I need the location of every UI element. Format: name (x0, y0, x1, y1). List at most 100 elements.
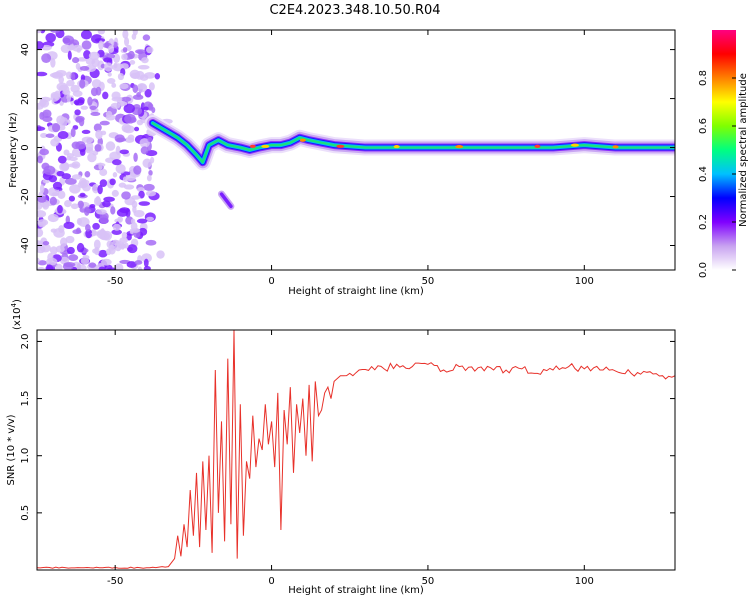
noise-blob (115, 137, 127, 142)
noise-blob (60, 237, 68, 247)
y-tick-label: 40 (20, 43, 31, 56)
noise-blob (126, 233, 132, 241)
noise-blob (56, 115, 65, 125)
noise-blob (112, 223, 121, 231)
noise-blob (47, 253, 54, 263)
noise-blob (45, 264, 54, 270)
noise-blob (41, 53, 52, 64)
noise-blob (98, 40, 104, 51)
snr-frame (36, 329, 676, 571)
noise-blob (138, 201, 151, 206)
noise-blob (151, 107, 156, 114)
noise-blob (88, 262, 97, 268)
noise-blob (142, 158, 152, 168)
noise-blob (119, 237, 128, 244)
noise-blob (137, 266, 143, 270)
noise-blob (123, 125, 135, 134)
noise-blob (137, 83, 147, 90)
x-tick-label: -50 (107, 276, 123, 287)
noise-blob (139, 138, 150, 148)
noise-blob (105, 110, 113, 118)
heatmap-y-axis-label: Frequency (Hz) (8, 112, 19, 188)
noise-blob (131, 33, 137, 40)
noise-blob (39, 112, 45, 120)
noise-blob (100, 228, 105, 237)
snr-x-axis-label: Height of straight line (km) (288, 585, 424, 596)
noise-blob (93, 123, 102, 132)
noise-blob (133, 209, 145, 218)
noise-blob (98, 162, 103, 170)
noise-blob (136, 218, 148, 224)
ridge-hotspot (261, 144, 270, 148)
x-tick-label: 0 (268, 276, 274, 287)
noise-blob (80, 179, 90, 186)
heatmap-y-ticks: 40 20 0 -20 -40 (20, 43, 675, 254)
noise-blob (79, 66, 90, 71)
noise-blob (143, 72, 156, 79)
noise-blob (132, 84, 139, 94)
heatmap-frame (36, 29, 676, 271)
noise-blob (103, 62, 113, 72)
noise-blob (111, 91, 121, 100)
noise-blob (77, 200, 84, 209)
noise-blob (42, 240, 50, 246)
noise-blob (79, 192, 86, 197)
noise-blob (98, 249, 108, 258)
colorbar-tick-label: 0.0 (698, 262, 709, 278)
noise-blob (103, 196, 115, 202)
noise-blob (119, 63, 129, 70)
noise-blob (37, 210, 47, 218)
noise-blob (111, 189, 119, 197)
noise-blob (117, 101, 128, 106)
noise-blob (66, 93, 71, 103)
noise-blob (94, 38, 106, 43)
colorbar-gradient (712, 30, 736, 270)
noise-blob (37, 155, 43, 164)
noise-blob (147, 136, 153, 143)
noise-blob (37, 267, 46, 270)
noise-blob (68, 163, 79, 168)
noise-blob (110, 206, 116, 215)
noise-blob (121, 53, 128, 61)
heatmap-marks (37, 30, 675, 270)
noise-blob (126, 44, 132, 52)
noise-blob (145, 239, 157, 246)
noise-blob (56, 170, 65, 177)
snr-panel: -50 0 50 100 0.5 1.0 1.5 2.0 Height of straigh… (6, 299, 676, 596)
noise-blob (146, 174, 152, 182)
noise-blob (37, 71, 48, 77)
heatmap-x-axis-label: Height of straight line (km) (288, 286, 424, 297)
noise-blob (80, 257, 90, 265)
noise-blob (37, 30, 42, 34)
noise-blob (42, 109, 52, 119)
noise-blob (69, 184, 81, 194)
noise-blob (76, 242, 85, 253)
noise-blob (123, 242, 129, 249)
noise-blob (95, 195, 101, 206)
noise-blob (102, 200, 111, 208)
x-tick-label: 50 (422, 576, 435, 587)
noise-blob (40, 96, 52, 102)
noise-blob (129, 60, 136, 65)
noise-blob (85, 58, 96, 66)
noise-blob (37, 240, 42, 247)
noise-blob (112, 159, 122, 166)
noise-blob (121, 232, 128, 239)
noise-blob (114, 263, 124, 270)
noise-blob (83, 50, 91, 60)
noise-blob (97, 30, 106, 35)
noise-blob (89, 105, 97, 111)
noise-blob (92, 222, 100, 230)
noise-blob (135, 70, 145, 80)
noise-blob (105, 141, 116, 151)
noise-blob (37, 41, 44, 50)
noise-blob (37, 195, 47, 203)
noise-blob (134, 126, 140, 132)
noise-blob (133, 165, 142, 175)
noise-blob (136, 187, 145, 193)
noise-blob (102, 91, 109, 100)
noise-blob (87, 152, 97, 163)
y-tick-label: 2.0 (20, 333, 31, 349)
noise-blob (122, 176, 128, 183)
y-tick-label: 1.0 (20, 448, 31, 464)
